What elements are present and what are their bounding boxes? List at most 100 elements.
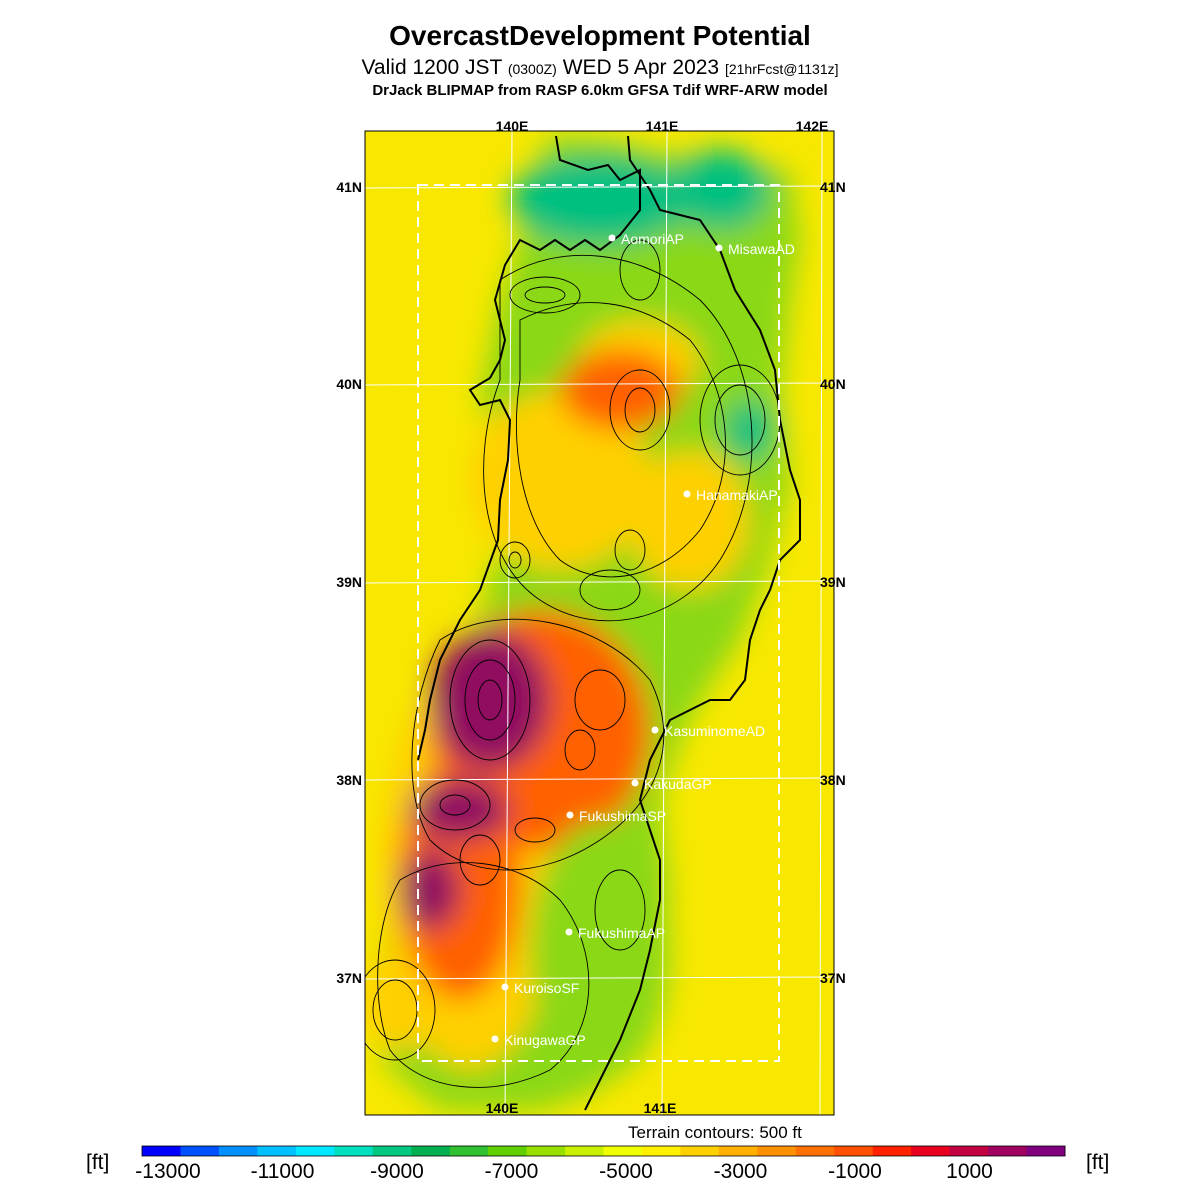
colorbar-swatch: [334, 1146, 374, 1156]
longitude-line: [661, 131, 668, 1115]
colorbar-outline: [141, 1145, 1066, 1157]
colorbar-swatch: [411, 1146, 451, 1156]
station-label: FukushimaAP: [578, 925, 665, 941]
station-dot: [631, 779, 639, 787]
station-label: HanamakiAP: [696, 487, 778, 503]
colorbar-swatch: [603, 1146, 643, 1156]
lon-label-top: 142E: [796, 118, 829, 134]
lat-label-right: 40N: [820, 376, 846, 392]
longitude-line: [819, 131, 823, 1115]
valid-date: WED 5 Apr 2023: [562, 56, 720, 79]
colorbar-swatch: [526, 1146, 566, 1156]
colorbar-tick-label: -11000: [251, 1160, 315, 1183]
station-dot: [651, 726, 659, 734]
colorbar-tick-label: -5000: [599, 1160, 653, 1183]
mid-zone-iwate: [630, 450, 750, 590]
latitude-line: [365, 976, 834, 980]
mid-zone-north: [470, 390, 650, 570]
low-zone-fukushima: [530, 820, 670, 1080]
mid-zone-southwest: [365, 950, 440, 1050]
colorbar-swatch: [911, 1146, 951, 1156]
lat-label-left: 37N: [336, 970, 362, 986]
colorbar-swatch: [142, 1146, 181, 1156]
colorbar-tick-label: -3000: [714, 1160, 768, 1183]
station-dot: [608, 234, 616, 242]
station-label: KasuminomeAD: [664, 723, 765, 739]
colorbar-tick-label: -1000: [828, 1160, 882, 1183]
domain-box: [417, 184, 780, 1062]
lon-label-bottom: 140E: [486, 1100, 519, 1116]
lat-label-left: 38N: [336, 772, 362, 788]
lon-label-top: 141E: [646, 118, 679, 134]
colorbar-swatch: [218, 1146, 258, 1156]
colorbar-tick-label: 1000: [946, 1160, 993, 1183]
trough-east: [725, 400, 775, 460]
field-layer: [365, 131, 834, 1115]
colorbar-tick-label: -13000: [135, 1160, 200, 1183]
latitude-line: [365, 580, 834, 584]
colorbar-swatch: [757, 1146, 797, 1156]
station-label: KuroisoSF: [514, 980, 579, 996]
lat-label-right: 37N: [820, 970, 846, 986]
station-markers: AomoriAP MisawaAD HanamakiAP KasuminomeAD Ka…: [491, 231, 795, 1048]
lat-label-left: 41N: [336, 179, 362, 195]
model-line: DrJack BLIPMAP from RASP 6.0km GFSA Tdif…: [372, 82, 828, 99]
colorbar-swatch: [257, 1146, 297, 1156]
grid-labels: 140E 141E 142E 140E 141E 41N 40N 39N 38N 37N 41N 40…: [336, 118, 845, 1116]
lat-label-left: 39N: [336, 574, 362, 590]
colorbar-swatch: [641, 1146, 681, 1156]
colorbar-unit-left: [ft]: [86, 1151, 110, 1174]
max-zone-3: [400, 850, 460, 930]
colorbar-swatch: [295, 1146, 335, 1156]
utc-time: (0300Z): [507, 61, 557, 77]
station-label: KinugawaGP: [504, 1032, 586, 1048]
station-dot: [501, 983, 509, 991]
latitude-line: [365, 382, 834, 386]
latitude-line: [365, 777, 834, 781]
station-label: MisawaAD: [728, 241, 795, 257]
colorbar-swatch: [872, 1146, 912, 1156]
station-label: FukushimaSP: [579, 808, 666, 824]
colorbar-swatch: [680, 1146, 720, 1156]
lon-label-top: 140E: [496, 118, 529, 134]
colorbar-swatch: [449, 1146, 489, 1156]
colorbar-tick-label: -7000: [485, 1160, 539, 1183]
colorbar-swatch: [180, 1146, 220, 1156]
station-dot: [715, 244, 723, 252]
max-zone-1: [430, 630, 550, 770]
graticule: [365, 131, 834, 1115]
colorbar-swatch: [565, 1146, 604, 1156]
map-frame: [364, 130, 835, 1116]
trough-north: [510, 155, 690, 245]
lon-label-bottom: 141E: [644, 1100, 677, 1116]
colorbar-swatch: [795, 1146, 835, 1156]
valid-time-line: Valid 1200 JST (0300Z) WED 5 Apr 2023 [2…: [0, 56, 1200, 80]
colorbar-swatch: [988, 1146, 1028, 1156]
station-dot: [683, 490, 691, 498]
forecast-info: [21hrFcst@1131z]: [724, 61, 839, 77]
longitude-line: [504, 131, 513, 1115]
trough-northeast: [670, 150, 770, 230]
valid-time: Valid 1200 JST: [361, 56, 502, 79]
max-zone-2: [410, 780, 510, 840]
colorbar-swatch: [949, 1146, 989, 1156]
colorbar-swatch: [718, 1146, 758, 1156]
colorbar-swatch: [834, 1146, 874, 1156]
colorbar-tick-label: -9000: [370, 1160, 424, 1183]
colorbar-swatch: [488, 1146, 528, 1156]
lat-label-left: 40N: [336, 376, 362, 392]
lat-label-right: 38N: [820, 772, 846, 788]
colorbar-unit-right: [ft]: [1086, 1151, 1110, 1174]
colorbar-swatch: [1026, 1146, 1066, 1156]
lat-label-right: 41N: [820, 179, 846, 195]
high-zone-north: [560, 350, 680, 430]
colorbar-swatch: [372, 1146, 412, 1156]
terrain-note: Terrain contours: 500 ft: [628, 1123, 802, 1142]
station-dot: [491, 1035, 499, 1043]
station-dot: [566, 811, 574, 819]
lat-label-right: 39N: [820, 574, 846, 590]
station-label: KakudaGP: [644, 776, 712, 792]
latitude-line: [365, 185, 834, 189]
map-title: OvercastDevelopment Potential: [389, 20, 811, 51]
